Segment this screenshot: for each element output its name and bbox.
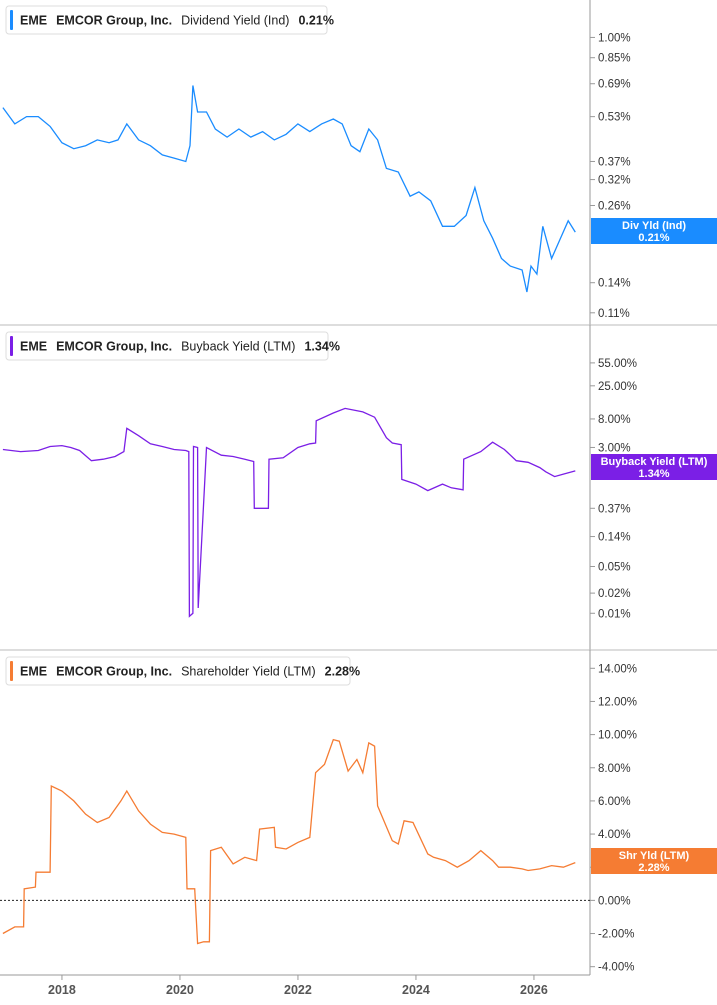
legend-box: EME EMCOR Group, Inc. Shareholder Yield (L… — [5, 656, 360, 686]
last-value-tag-background — [591, 454, 717, 480]
legend-ticker: EME — [20, 14, 47, 28]
y-tick-label: 8.00% — [598, 414, 631, 426]
legend-color-swatch — [10, 661, 13, 681]
last-value-tag-value: 2.28% — [638, 862, 669, 874]
y-tick-label: 14.00% — [598, 663, 637, 675]
y-tick-label: 0.26% — [598, 200, 631, 212]
legend-value: 2.28% — [325, 665, 360, 679]
legend-background — [5, 331, 329, 361]
panel-buyback-yield: 55.00% 25.00% 8.00% 3.00% 0.37% 0.14% 0.05% 0.0… — [0, 325, 717, 651]
legend-metric: Buyback Yield (LTM) — [181, 340, 295, 354]
shareholder-yield-line — [2, 738, 576, 945]
y-tick-label: 3.00% — [598, 442, 631, 454]
y-axis-ticks: 1.00% 0.85% 0.69% 0.53% 0.37% 0.32% 0.26% 0.14%… — [590, 32, 631, 320]
y-tick-label: 0.37% — [598, 503, 631, 515]
legend-label: EME EMCOR Group, Inc. Dividend Yield (Ind)… — [20, 14, 334, 28]
last-value-tag: Div Yld (Ind) 0.21% — [591, 218, 717, 244]
last-value-tag: Shr Yld (LTM) 2.28% — [591, 848, 717, 874]
legend-label: EME EMCOR Group, Inc. Buyback Yield (LTM) 1… — [20, 340, 340, 354]
legend-ticker: EME — [20, 340, 47, 354]
last-value-tag-background — [591, 218, 717, 244]
legend-company: EMCOR Group, Inc. — [56, 340, 172, 354]
last-value-tag: Buyback Yield (LTM) 1.34% — [591, 454, 717, 480]
y-tick-label: 0.32% — [598, 175, 631, 187]
y-axis-ticks: 55.00% 25.00% 8.00% 3.00% 0.37% 0.14% 0.05% 0.0… — [590, 358, 637, 620]
y-tick-label: 25.00% — [598, 381, 637, 393]
x-tick-label: 2022 — [284, 983, 312, 997]
y-tick-label: 0.01% — [598, 608, 631, 620]
legend-value: 1.34% — [304, 340, 339, 354]
y-tick-label: 0.11% — [598, 308, 630, 320]
y-tick-label: 0.69% — [598, 79, 631, 91]
dividend-yield-line — [2, 85, 576, 293]
buyback-yield-line — [2, 407, 576, 618]
legend-ticker: EME — [20, 665, 47, 679]
y-tick-label: 55.00% — [598, 358, 637, 370]
y-tick-label: 0.14% — [598, 278, 631, 290]
y-axis-ticks: 14.00%12.00%10.00%8.00%6.00%4.00%2.00%0.… — [590, 663, 637, 974]
y-tick-label: -2.00% — [598, 929, 634, 941]
y-tick-label: -4.00% — [598, 962, 634, 974]
last-value-tag-background — [591, 848, 717, 874]
legend-metric: Shareholder Yield (LTM) — [181, 665, 316, 679]
y-tick-label: 0.37% — [598, 156, 631, 168]
y-tick-label: 10.00% — [598, 730, 637, 742]
last-value-tag-value: 1.34% — [638, 468, 669, 480]
last-value-tag-label: Buyback Yield (LTM) — [601, 456, 708, 468]
y-tick-label: 0.02% — [598, 588, 631, 600]
panel-shareholder-yield: 14.00%12.00%10.00%8.00%6.00%4.00%2.00%0.… — [0, 650, 717, 975]
last-value-tag-label: Shr Yld (LTM) — [619, 850, 690, 862]
y-tick-label: 0.85% — [598, 53, 631, 65]
x-axis: 2018 2020 2022 2024 2026 — [0, 974, 590, 997]
legend-color-swatch — [10, 336, 13, 356]
legend-background — [5, 5, 328, 35]
legend-company: EMCOR Group, Inc. — [56, 14, 172, 28]
legend-box: EME EMCOR Group, Inc. Buyback Yield (LTM) 1… — [5, 331, 340, 361]
y-tick-label: 0.14% — [598, 532, 631, 544]
y-tick-label: 8.00% — [598, 763, 631, 775]
last-value-tag-value: 0.21% — [638, 232, 669, 244]
legend-label: EME EMCOR Group, Inc. Shareholder Yield (L… — [20, 665, 360, 679]
x-tick-label: 2020 — [166, 983, 194, 997]
last-value-tag-label: Div Yld (Ind) — [622, 220, 686, 232]
legend-metric: Dividend Yield (Ind) — [181, 14, 289, 28]
legend-box: EME EMCOR Group, Inc. Dividend Yield (Ind)… — [5, 5, 334, 35]
y-tick-label: 0.53% — [598, 112, 631, 124]
legend-value: 0.21% — [298, 14, 333, 28]
legend-color-swatch — [10, 10, 13, 30]
x-tick-label: 2018 — [48, 983, 76, 997]
x-axis-ticks: 2018 2020 2022 2024 2026 — [48, 975, 548, 997]
x-tick-label: 2024 — [402, 983, 430, 997]
y-tick-label: 6.00% — [598, 796, 631, 808]
y-tick-label: 4.00% — [598, 829, 631, 841]
y-tick-label: 12.00% — [598, 696, 637, 708]
y-tick-label: 0.00% — [598, 895, 631, 907]
panel-dividend-yield: 1.00% 0.85% 0.69% 0.53% 0.37% 0.32% 0.26% 0.14%… — [0, 0, 717, 326]
y-tick-label: 1.00% — [598, 32, 631, 44]
legend-background — [5, 656, 351, 686]
x-tick-label: 2026 — [520, 983, 548, 997]
legend-company: EMCOR Group, Inc. — [56, 665, 172, 679]
y-tick-label: 0.05% — [598, 561, 631, 573]
